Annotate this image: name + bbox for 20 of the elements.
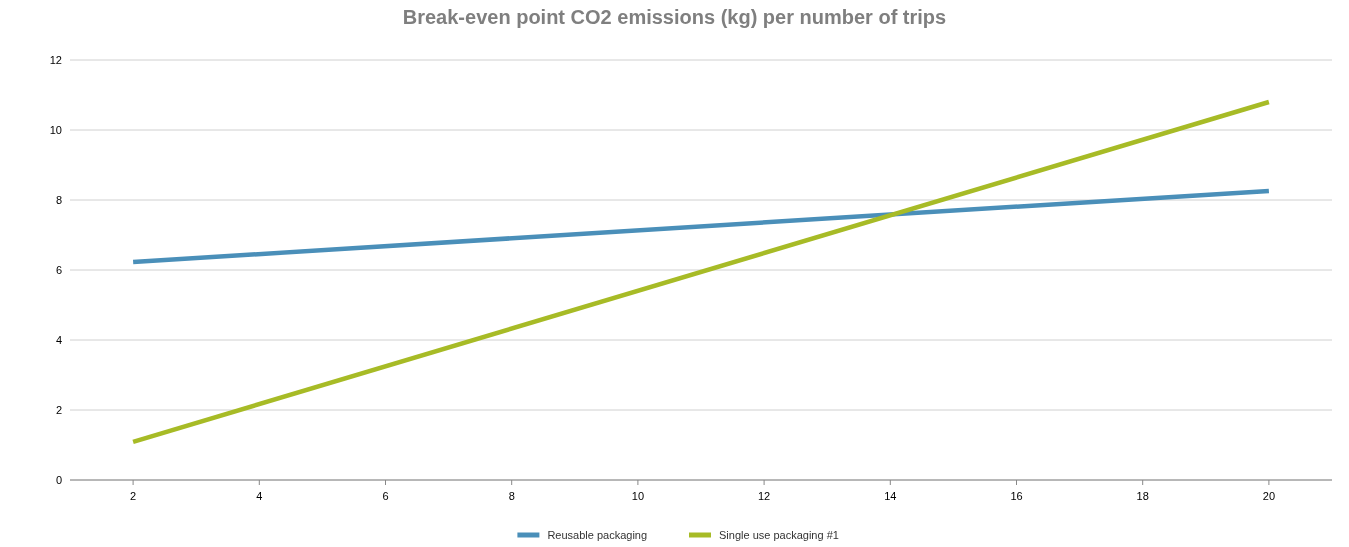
legend-label: Single use packaging #1 xyxy=(719,529,839,541)
x-tick-label: 8 xyxy=(508,490,515,502)
y-tick-label: 4 xyxy=(55,334,62,346)
x-tick-label: 6 xyxy=(382,490,389,502)
x-tick-label: 2 xyxy=(130,490,137,502)
x-tick-label: 12 xyxy=(757,490,771,502)
legend-label: Reusable packaging xyxy=(547,529,648,541)
x-tick-label: 14 xyxy=(884,490,897,502)
y-tick-label: 6 xyxy=(55,264,62,276)
x-tick-label: 10 xyxy=(631,490,645,502)
y-tick-label: 8 xyxy=(55,194,62,206)
x-tick-label: 16 xyxy=(1010,490,1023,502)
chart-title: Break-even point CO2 emissions (kg) per number of trips xyxy=(402,6,947,28)
y-tick-label: 12 xyxy=(49,54,62,66)
x-tick-label: 20 xyxy=(1262,490,1276,502)
x-tick-label: 18 xyxy=(1136,490,1149,502)
x-tick-label: 4 xyxy=(256,490,263,502)
y-tick-label: 0 xyxy=(55,474,62,486)
y-tick-label: 10 xyxy=(49,124,62,136)
y-tick-label: 2 xyxy=(55,404,62,416)
